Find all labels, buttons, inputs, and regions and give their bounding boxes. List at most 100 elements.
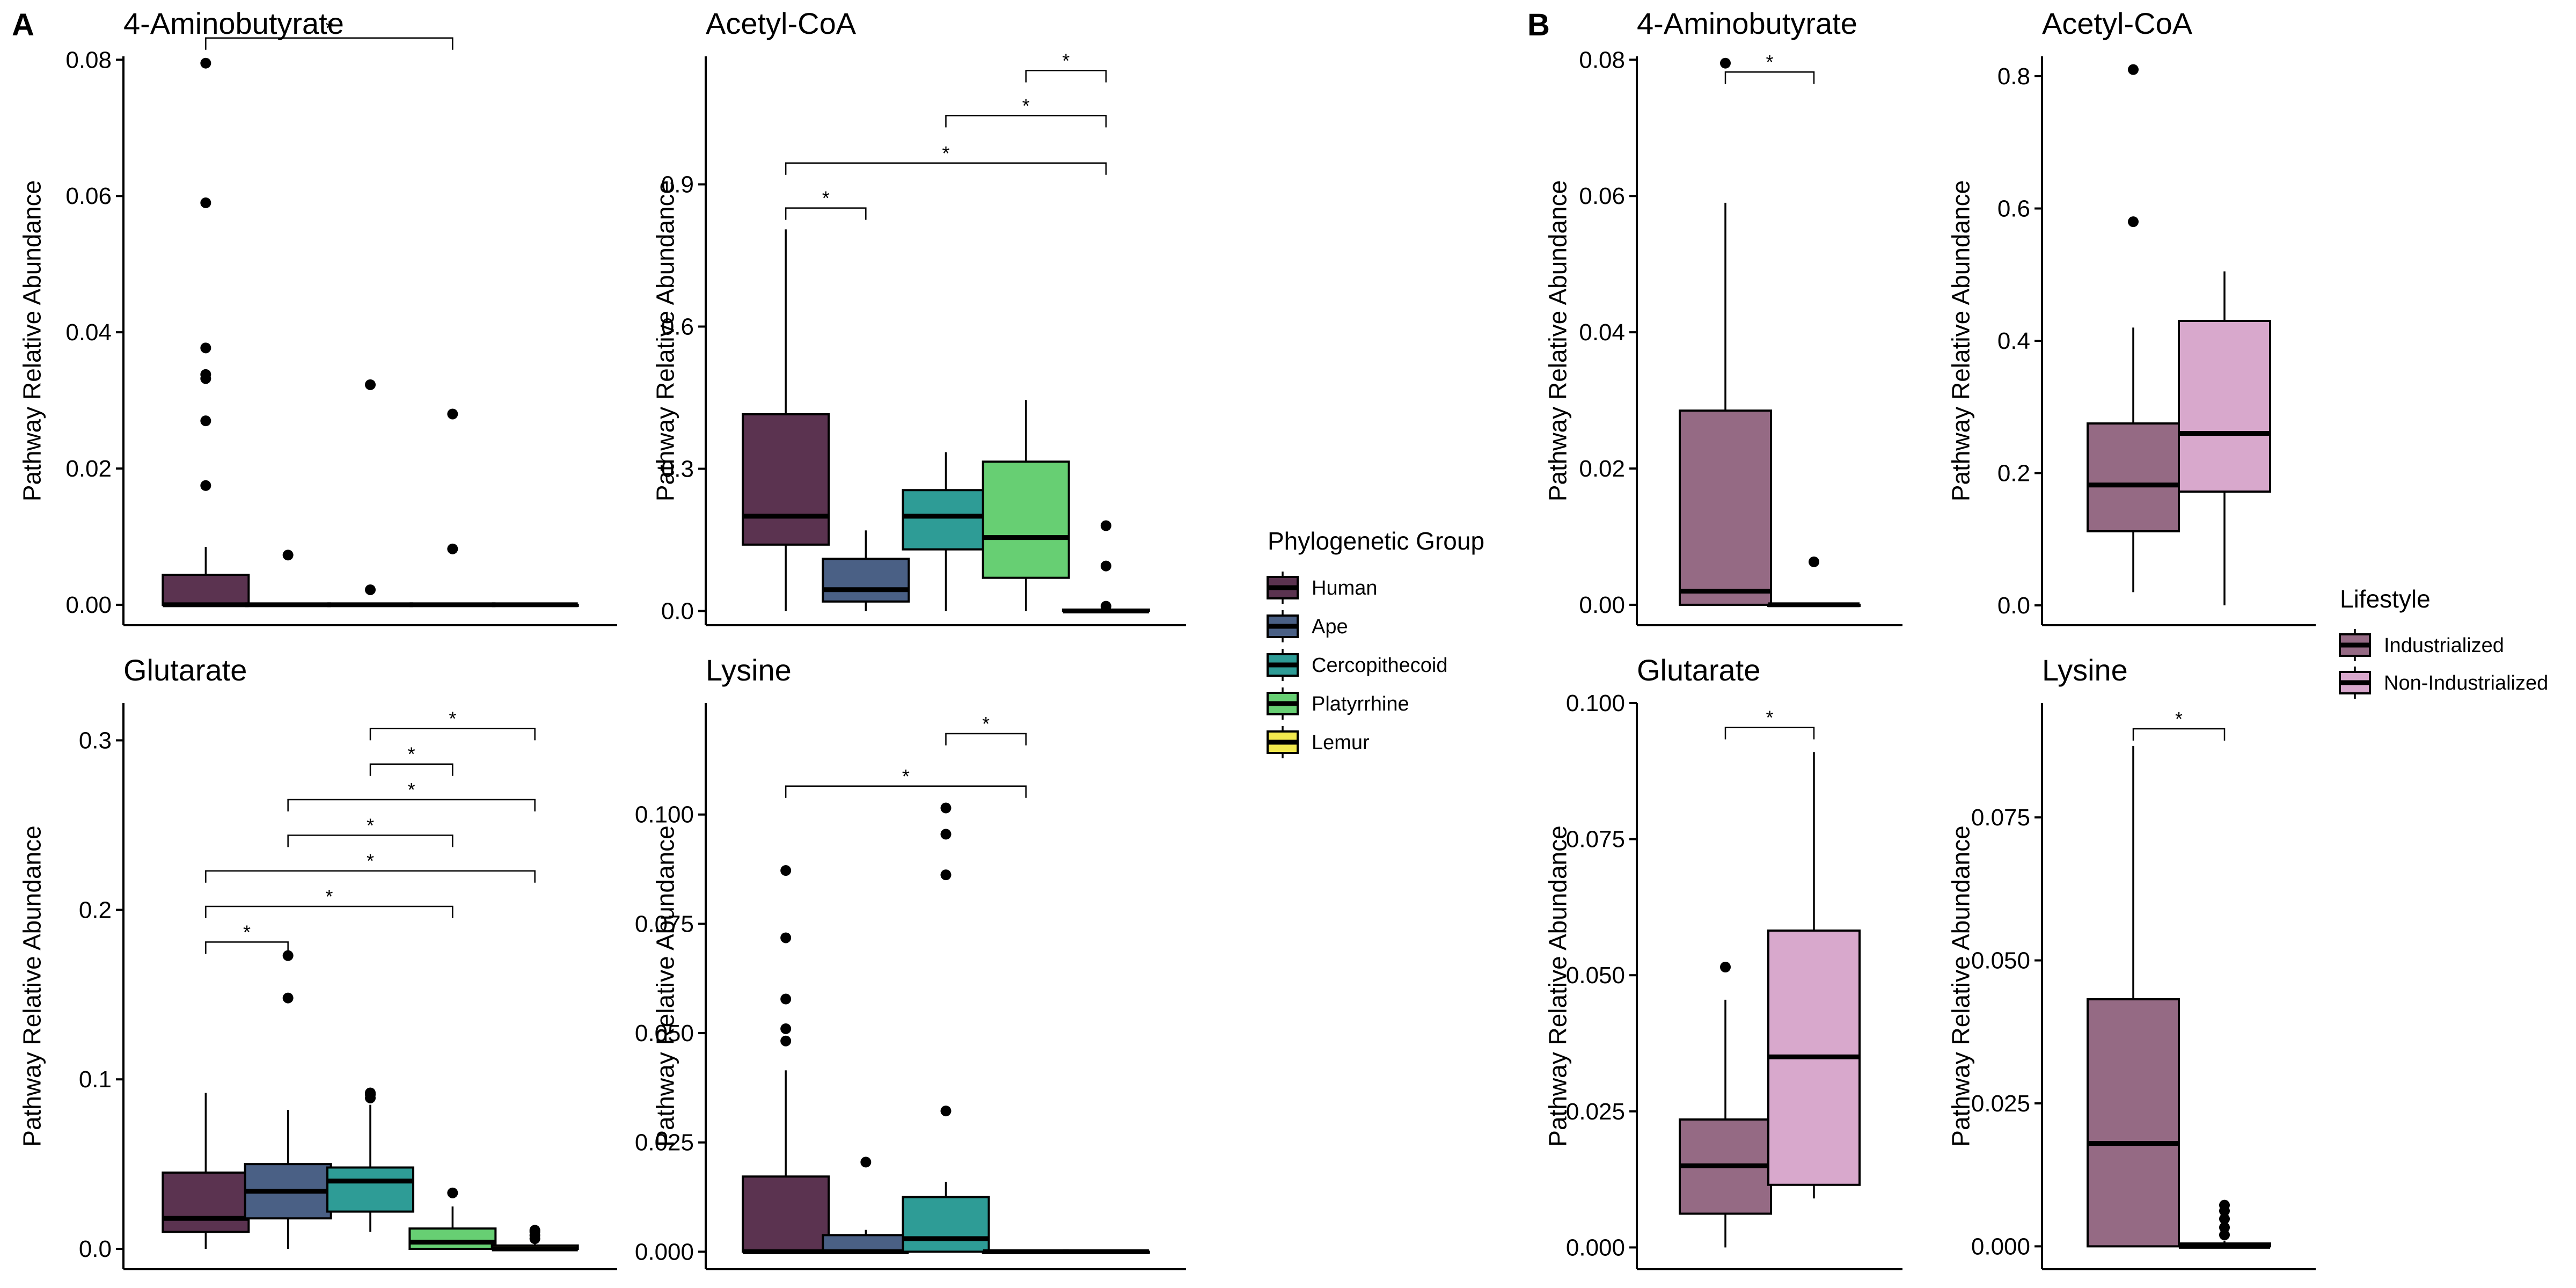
chart-panel-8: Lysine Pathway Relative Abundance 0.000 0.0…	[1947, 653, 2316, 1270]
y-tick-label: 0.4	[1997, 328, 2030, 354]
y-tick-label: 0.8	[1997, 63, 2030, 90]
significance-label: *	[942, 142, 949, 164]
box-cercopithecoid	[902, 1196, 990, 1253]
y-tick-label: 0.04	[65, 319, 112, 346]
y-axis-label: Pathway Relative Abundance	[1947, 825, 1975, 1146]
significance-label: *	[982, 713, 990, 735]
outlier-point	[1720, 961, 1731, 972]
outlier-point	[1100, 601, 1111, 612]
significance-bracket	[205, 870, 536, 883]
chart-panel-1: 4-Aminobutyrate Pathway Relative Abundanc…	[18, 6, 617, 626]
panel-title: Acetyl-CoA	[706, 6, 857, 40]
box-cercopithecoid	[902, 489, 990, 551]
outlier-point	[780, 1035, 792, 1046]
outlier-point	[200, 480, 211, 491]
y-tick-label: 0.025	[635, 1130, 694, 1156]
legends: Phylogenetic Group Human Ape Cercopithecoid…	[1267, 527, 2548, 758]
y-tick-label: 0.08	[65, 47, 112, 73]
outlier-point	[200, 342, 211, 354]
outlier-point	[200, 197, 211, 208]
significance-label: *	[902, 765, 910, 787]
legend-item-label: Platyrrhine	[1312, 693, 1409, 715]
panel-title: Glutarate	[123, 653, 247, 687]
y-tick-label: 0.3	[79, 727, 112, 753]
box-industrialized	[2087, 422, 2180, 532]
box-non-industrialized	[2178, 320, 2271, 493]
panel-title: Glutarate	[1637, 653, 1760, 687]
outlier-point	[2128, 64, 2139, 75]
significance-bracket	[1724, 71, 1815, 84]
y-tick-label: 0.3	[661, 456, 694, 482]
y-tick-label: 0.6	[661, 314, 694, 340]
legend-title: Phylogenetic Group	[1268, 527, 1484, 555]
box-industrialized	[2087, 998, 2180, 1248]
outlier-point	[780, 865, 792, 876]
outlier-point	[2219, 1222, 2230, 1233]
y-tick-label: 0.08	[1579, 47, 1625, 73]
panel-title: Lysine	[706, 653, 792, 687]
significance-bracket	[1724, 727, 1815, 740]
outlier-point	[365, 379, 376, 390]
y-tick-label: 0.2	[79, 897, 112, 923]
panel-title: 4-Aminobutyrate	[123, 6, 344, 40]
y-tick-label: 0.6	[1997, 195, 2030, 222]
y-tick-label: 0.050	[1971, 948, 2030, 974]
significance-bracket	[785, 207, 867, 220]
significance-bracket	[2132, 728, 2226, 741]
chart-panel-6: Acetyl-CoA Pathway Relative Abundance 0.0 0…	[1947, 6, 2316, 626]
significance-label: *	[1062, 50, 1070, 72]
box-platyrrhine	[982, 460, 1070, 579]
box-platyrrhine	[408, 1227, 497, 1250]
y-tick-label: 0.000	[1566, 1234, 1625, 1261]
y-axis-label: Pathway Relative Abundance	[652, 180, 679, 501]
y-tick-label: 0.025	[1971, 1091, 2030, 1117]
chart-panels: 4-Aminobutyrate Pathway Relative Abundanc…	[18, 6, 2316, 1270]
y-tick-label: 0.0	[1997, 592, 2030, 619]
outlier-point	[200, 369, 211, 380]
significance-bracket	[945, 115, 1107, 128]
y-tick-label: 0.100	[635, 802, 694, 828]
outlier-point	[365, 584, 376, 595]
y-tick-label: 0.1	[79, 1066, 112, 1093]
outlier-point	[780, 1023, 792, 1034]
y-axis-label: Pathway Relative Abundance	[652, 825, 679, 1146]
significance-bracket	[785, 162, 1107, 175]
outlier-point	[940, 869, 952, 881]
outlier-point	[447, 408, 458, 420]
y-tick-label: 0.0	[661, 598, 694, 625]
outlier-point	[2128, 216, 2139, 228]
legend-1: Phylogenetic Group Human Ape Cercopithecoid…	[1267, 527, 1484, 758]
y-tick-label: 0.0	[79, 1236, 112, 1262]
y-tick-label: 0.075	[1566, 826, 1625, 853]
box-ape	[822, 1234, 910, 1253]
outlier-point	[860, 1157, 872, 1168]
significance-label: *	[408, 779, 415, 801]
significance-bracket	[287, 835, 453, 847]
significance-label: *	[367, 850, 374, 872]
outlier-point	[447, 1187, 458, 1198]
panel-title: 4-Aminobutyrate	[1637, 6, 1857, 40]
box-industrialized	[1679, 409, 1772, 606]
y-tick-label: 0.075	[635, 911, 694, 937]
outlier-point	[1100, 560, 1111, 572]
outlier-point	[282, 550, 294, 561]
chart-panel-4: Lysine Pathway Relative Abundance 0.000 0.0…	[635, 653, 1186, 1270]
y-tick-label: 0.06	[65, 183, 112, 209]
outlier-point	[780, 932, 792, 943]
y-tick-label: 0.050	[1566, 962, 1625, 989]
y-axis-label: Pathway Relative Abundance	[1947, 180, 1975, 501]
significance-label: *	[367, 814, 374, 836]
significance-bracket	[205, 941, 289, 954]
y-tick-label: 0.025	[1566, 1099, 1625, 1125]
outlier-point	[447, 543, 458, 554]
chart-panel-5: 4-Aminobutyrate Pathway Relative Abundanc…	[1544, 6, 1902, 626]
legend-item-label: Cercopithecoid	[1312, 654, 1447, 677]
y-tick-label: 0.000	[1971, 1233, 2030, 1260]
chart-panel-2: Acetyl-CoA Pathway Relative Abundance 0.0 0…	[652, 6, 1186, 626]
y-tick-label: 0.9	[661, 172, 694, 198]
outlier-point	[2219, 1213, 2230, 1225]
legend-title: Lifestyle	[2340, 585, 2431, 613]
panel-title: Lysine	[2042, 653, 2128, 687]
outlier-point	[282, 950, 294, 961]
